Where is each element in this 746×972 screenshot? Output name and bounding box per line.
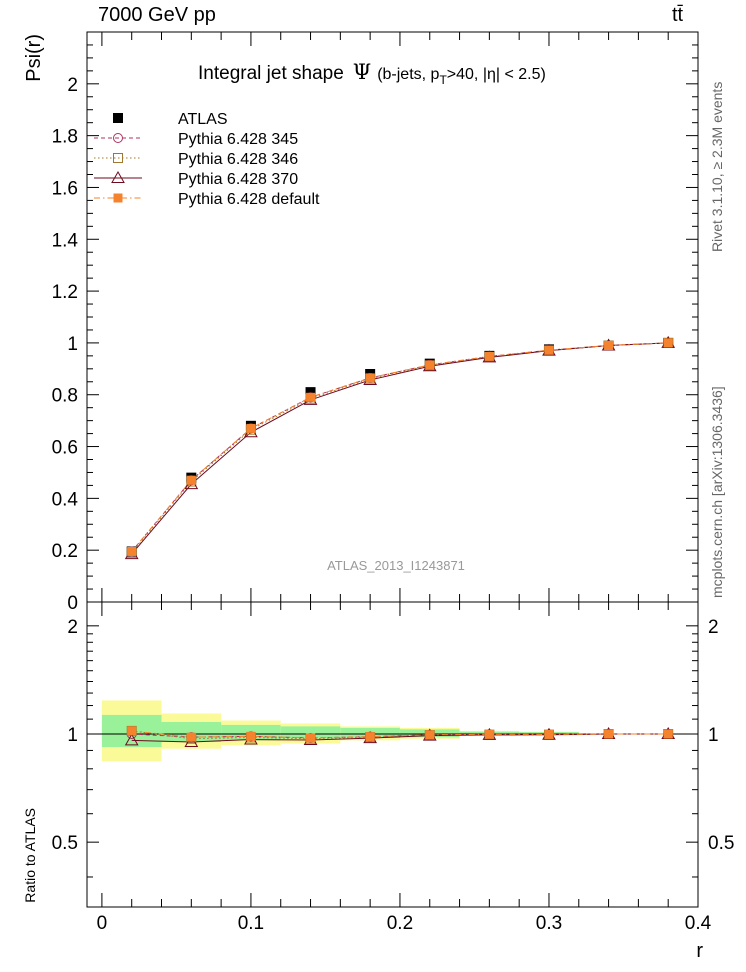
main-ytick-label: 2: [67, 75, 78, 96]
ratio-point-pdefault: [544, 729, 554, 739]
main-point-pdefault: [484, 351, 494, 361]
ratio-ylabel: Ratio to ATLAS: [22, 808, 38, 903]
main-point-pdefault: [186, 475, 196, 485]
ratio-point-pdefault: [186, 732, 196, 742]
main-series-group: [124, 335, 676, 560]
main-ytick-label: 0.4: [52, 489, 79, 510]
title-post: >40, |η| < 2.5): [447, 66, 546, 83]
ratio-point-pdefault: [484, 729, 494, 739]
ratio-ytick-label-right: 2: [708, 617, 719, 638]
main-point-pdefault: [425, 360, 435, 370]
main-point-pdefault: [306, 392, 316, 402]
xtick-label: 0.4: [685, 913, 712, 934]
legend: ATLAS Pythia 6.428 345 Pythia 6.428 346 Pyt…: [94, 111, 320, 208]
main-ytick-label: 0.8: [52, 386, 78, 407]
title-symbol: Ψ: [353, 60, 371, 84]
main-ytick-label: 1.4: [52, 230, 79, 251]
title-main: Integral jet shape: [198, 63, 344, 84]
legend-marker-p346: [113, 153, 123, 163]
main-point-pdefault: [365, 373, 375, 383]
main-ytick-label: 1: [67, 334, 78, 355]
main-point-pdefault: [246, 423, 256, 433]
ratio-point-pdefault: [246, 731, 256, 741]
main-ytick-label: 1.2: [52, 282, 78, 303]
rivet-label: Rivet 3.1.10, ≥ 2.3M events: [709, 82, 725, 252]
legend-label-p370: Pythia 6.428 370: [178, 171, 298, 188]
ratio-ytick-label: 0.5: [52, 833, 78, 854]
legend-marker-atlas: [113, 113, 123, 123]
main-ytick-label: 0.6: [52, 438, 78, 459]
ratio-plot-frame: [86, 601, 699, 908]
legend-label-p346: Pythia 6.428 346: [178, 151, 298, 168]
energy-label: 7000 GeV pp: [98, 4, 216, 26]
main-ytick-label: 0: [67, 593, 78, 614]
ratio-line-pdefault: [131, 730, 669, 739]
chart-title: Integral jet shape Ψ (b-jets, pT>40, |η| <…: [198, 60, 546, 87]
ratio-point-pdefault: [604, 729, 614, 739]
ratio-point-pdefault: [127, 726, 137, 736]
ratio-ytick-label-right: 0.5: [708, 833, 734, 854]
ratio-point-p370: [124, 733, 139, 746]
ratio-line-p346: [131, 730, 669, 740]
main-line-p370: [131, 342, 669, 555]
xtick-label: 0.1: [238, 913, 264, 934]
main-point-pdefault: [544, 345, 554, 355]
mcplots-label: mcplots.cern.ch [arXiv:1306.3436]: [709, 386, 725, 598]
main-axis-ticks: 0 0.2 0.4 0.6 0.8 1 1.2 1.4 1.6 1.8 2: [52, 31, 698, 614]
xtick-label: 0.3: [536, 913, 562, 934]
process-label: tt̄: [672, 4, 684, 26]
legend-marker-p345: [113, 133, 123, 143]
main-ytick-label: 0.2: [52, 541, 78, 562]
ratio-ytick-label: 2: [67, 617, 78, 638]
title-pre: (b-jets, p: [377, 66, 439, 83]
ratio-series-group: [124, 725, 676, 747]
ratio-point-pdefault: [425, 730, 435, 740]
xtick-label: 0: [97, 913, 108, 934]
main-point-pdefault: [127, 546, 137, 556]
title-sub: T: [439, 73, 447, 87]
main-point-pdefault: [663, 338, 673, 348]
legend-label-pdefault: Pythia 6.428 default: [178, 191, 320, 208]
ratio-point-pdefault: [365, 732, 375, 742]
main-line-pdefault: [131, 342, 669, 552]
analysis-watermark: ATLAS_2013_I1243871: [327, 558, 465, 573]
ratio-point-pdefault: [306, 733, 316, 743]
main-point-atlas: [305, 387, 316, 398]
legend-label-atlas: ATLAS: [178, 111, 228, 128]
x-axis-ticks: 0 0.1 0.2 0.3 0.4: [97, 32, 712, 934]
ratio-ytick-label-right: 1: [708, 725, 719, 746]
legend-marker-pdefault: [113, 193, 123, 203]
x-axis-label: r: [696, 940, 703, 962]
ratio-axis-ticks: 0.5 0.5 1 1 2 2: [52, 617, 734, 878]
legend-label-p345: Pythia 6.428 345: [178, 131, 298, 148]
main-ylabel: Psi(r): [23, 34, 45, 82]
xtick-label: 0.2: [387, 913, 413, 934]
legend-marker-p370: [111, 170, 125, 183]
ratio-point-pdefault: [663, 729, 673, 739]
main-line-p346: [131, 342, 669, 554]
main-ytick-label: 1.6: [52, 178, 78, 199]
main-point-pdefault: [604, 341, 614, 350]
main-ytick-label: 1.8: [52, 127, 78, 148]
ratio-ytick-label: 1: [67, 725, 78, 746]
main-line-p345: [131, 342, 669, 552]
band-inner-bin: [280, 726, 341, 739]
